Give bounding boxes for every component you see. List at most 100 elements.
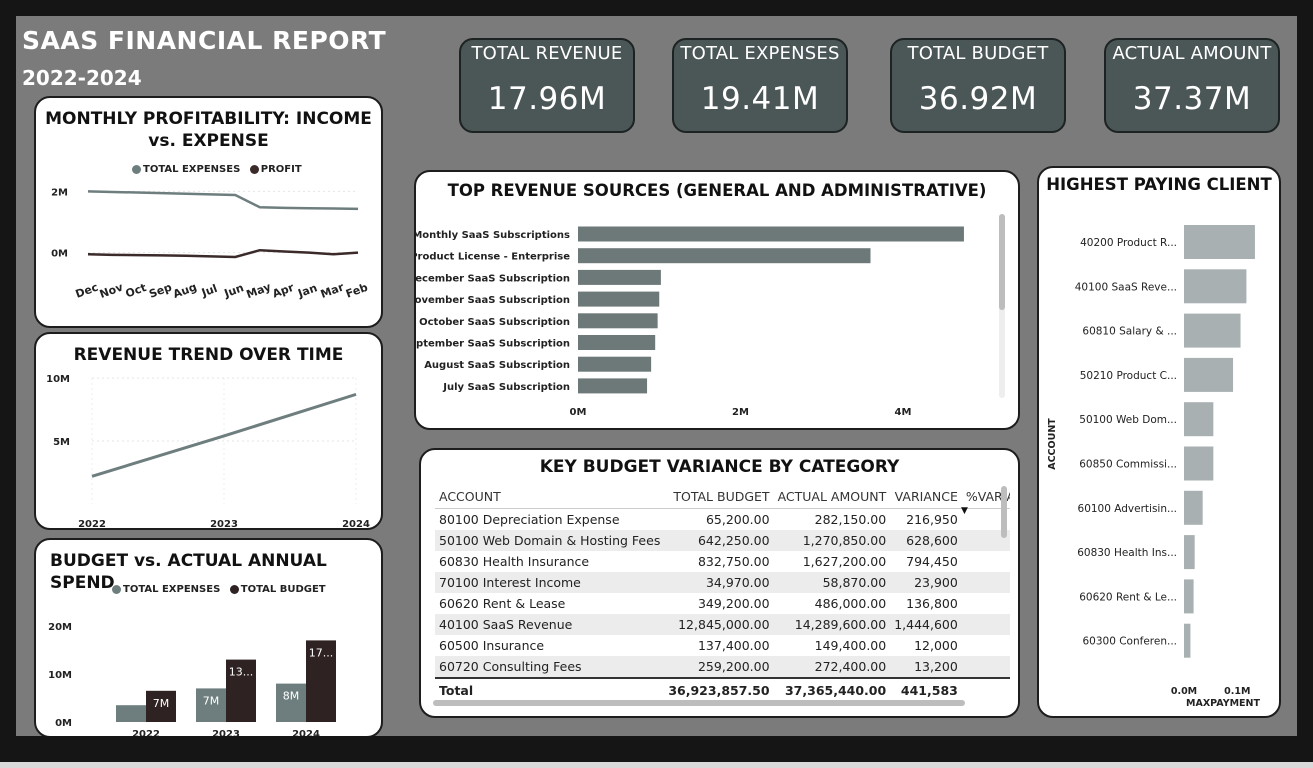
- bar-total-expenses: [276, 683, 306, 722]
- kpi-actual-amount[interactable]: ACTUAL AMOUNT 37.37M: [1104, 38, 1280, 133]
- client-label: 50210 Product C...: [1080, 370, 1177, 382]
- total-actual: 37,365,440.00: [773, 677, 891, 701]
- revenue-trend-card[interactable]: REVENUE TREND OVER TIME 10M 5M 2022 2023 202…: [34, 332, 383, 530]
- bar-total-expenses: [116, 705, 146, 722]
- table-row[interactable]: 60500 Insurance 137,400.00 149,400.00 12,00…: [435, 635, 1010, 656]
- kpi-label: TOTAL REVENUE: [471, 43, 623, 64]
- cell-actual-amount: 486,000.00: [814, 596, 887, 611]
- client-bar: [1184, 313, 1241, 348]
- cell-actual-amount: 14,289,600.00: [773, 614, 891, 635]
- y-tick-label: 0M: [51, 249, 68, 260]
- cell-total-budget: 642,250.00: [664, 530, 774, 551]
- revenue-source-bar: [578, 313, 658, 329]
- col-variance[interactable]: VARIANCE: [890, 484, 962, 509]
- client-label: 60100 Advertisin...: [1078, 503, 1177, 515]
- sources-scrollbar-thumb[interactable]: [999, 214, 1005, 310]
- cell-variance: 13,200: [890, 656, 962, 678]
- card-title: REVENUE TREND OVER TIME: [73, 345, 344, 365]
- x-tick-label: Jan: [295, 281, 319, 300]
- client-bar: [1184, 357, 1234, 392]
- col-account[interactable]: ACCOUNT: [435, 484, 665, 509]
- x-tick-label: Oct: [124, 281, 148, 300]
- col-actual-amount[interactable]: ACTUAL AMOUNT: [773, 484, 891, 509]
- client-label: 60300 Conferen...: [1082, 636, 1177, 648]
- cell-total-budget: 65,200.00: [705, 512, 770, 527]
- cell-variance: 23,900: [890, 572, 962, 593]
- total-pct-variance: [961, 677, 1010, 701]
- legend-budget: TOTAL BUDGET: [240, 584, 326, 595]
- bar-total-budget: [226, 659, 256, 722]
- x-tick-label: 4M: [895, 407, 912, 418]
- kpi-total-budget[interactable]: TOTAL BUDGET 36.92M: [890, 38, 1066, 133]
- legend-dot-expenses: [132, 164, 141, 174]
- highest-paying-client-card[interactable]: HIGHEST PAYING CLIENT 40200 Product R...…: [1037, 166, 1281, 718]
- cell-pct-variance: [961, 614, 1010, 635]
- legend-dot-profit: [249, 164, 259, 174]
- cell-account: 80100 Depreciation Expense: [439, 512, 620, 527]
- y-tick-label: 5M: [53, 437, 70, 448]
- bar-total-expenses: [196, 688, 226, 722]
- revenue-source-bar: [578, 291, 660, 307]
- client-bar: [1184, 269, 1247, 304]
- table-row[interactable]: 70100 Interest Income 34,970.00 58,870.00 2…: [435, 572, 1010, 593]
- series-line-total-expenses: [87, 190, 359, 211]
- table-row[interactable]: 60720 Consulting Fees 259,200.00 272,400.0…: [435, 656, 1010, 678]
- total-label: Total: [435, 677, 665, 701]
- x-axis-label: MAXPAYMENT: [1186, 698, 1260, 709]
- cell-total-budget: 349,200.00: [697, 596, 770, 611]
- x-tick-label: 2024: [292, 729, 320, 736]
- client-bar: [1184, 623, 1191, 658]
- top-revenue-sources-card[interactable]: TOP REVENUE SOURCES (GENERAL AND ADMINIS…: [414, 170, 1020, 430]
- table-row[interactable]: 80100 Depreciation Expense 65,200.00 282,1…: [435, 509, 1010, 531]
- legend-dot-budget: [229, 584, 239, 594]
- table-scrollbar-thumb[interactable]: [1001, 486, 1007, 538]
- x-tick-label: 2022: [132, 729, 160, 736]
- cell-account: 70100 Interest Income: [435, 572, 665, 593]
- y-axis-label: ACCOUNT: [1047, 418, 1058, 470]
- sources-scrollbar-track[interactable]: [999, 214, 1005, 398]
- x-tick-label: Nov: [98, 280, 126, 301]
- cell-variance: 794,450: [906, 554, 958, 569]
- budget-variance-card[interactable]: KEY BUDGET VARIANCE BY CATEGORY ACCOUNT …: [419, 448, 1020, 718]
- kpi-label: TOTAL EXPENSES: [680, 43, 840, 64]
- x-tick-label: 2022: [78, 519, 106, 528]
- monthly-profitability-card[interactable]: MONTHLY PROFITABILITY: INCOME vs. EXPENS…: [34, 96, 383, 328]
- bar-total-budget: [306, 640, 336, 722]
- x-tick-label: Apr: [271, 281, 296, 301]
- table-row[interactable]: 50100 Web Domain & Hosting Fees 642,250.0…: [435, 530, 1010, 551]
- report-title: SAAS FINANCIAL REPORT: [22, 26, 387, 55]
- kpi-total-expenses[interactable]: TOTAL EXPENSES 19.41M: [672, 38, 848, 133]
- x-tick-label: Jul: [199, 282, 219, 300]
- cell-actual-amount: 149,400.00: [814, 638, 887, 653]
- cell-pct-variance: [961, 572, 1010, 593]
- table-row[interactable]: 60830 Health Insurance 832,750.00 1,627,20…: [435, 551, 1010, 572]
- category-label: August SaaS Subscription: [424, 360, 570, 371]
- table-hscrollbar[interactable]: [433, 700, 965, 706]
- cell-actual-amount: 282,150.00: [814, 512, 887, 527]
- col-total-budget[interactable]: TOTAL BUDGET: [664, 484, 774, 509]
- x-tick-label: 2023: [212, 729, 240, 736]
- client-label: 60620 Rent & Le...: [1079, 591, 1177, 603]
- kpi-value: 17.96M: [487, 81, 607, 117]
- cell-variance: 12,000: [914, 638, 958, 653]
- bar-total-budget: [146, 690, 176, 722]
- table-row[interactable]: 40100 SaaS Revenue 12,845,000.00 14,289,60…: [435, 614, 1010, 635]
- card-title: HIGHEST PAYING CLIENT: [1046, 175, 1272, 194]
- cell-account: 50100 Web Domain & Hosting Fees: [435, 530, 665, 551]
- profitability-legend: TOTAL EXPENSES PROFIT: [132, 164, 302, 175]
- x-tick-label: 2024: [342, 519, 370, 528]
- table-row[interactable]: 60620 Rent & Lease 349,200.00 486,000.00 13…: [435, 593, 1010, 614]
- cell-total-budget: 259,200.00: [664, 656, 774, 678]
- cell-actual-amount: 58,870.00: [773, 572, 891, 593]
- budget-vs-actual-card[interactable]: BUDGET vs. ACTUAL ANNUAL SPEND TOTAL EXP…: [34, 538, 383, 736]
- cell-total-budget: 832,750.00: [697, 554, 770, 569]
- sort-desc-icon[interactable]: ▼: [961, 506, 968, 516]
- kpi-total-revenue[interactable]: TOTAL REVENUE 17.96M: [459, 38, 635, 133]
- data-label: 8M: [283, 690, 300, 703]
- x-tick-label: 0.0M: [1171, 686, 1197, 697]
- kpi-value: 36.92M: [918, 81, 1038, 117]
- cell-account: 60500 Insurance: [439, 638, 545, 653]
- table-header-row: ACCOUNT TOTAL BUDGET ACTUAL AMOUNT VARIA…: [435, 484, 1010, 509]
- client-bar: [1184, 402, 1214, 437]
